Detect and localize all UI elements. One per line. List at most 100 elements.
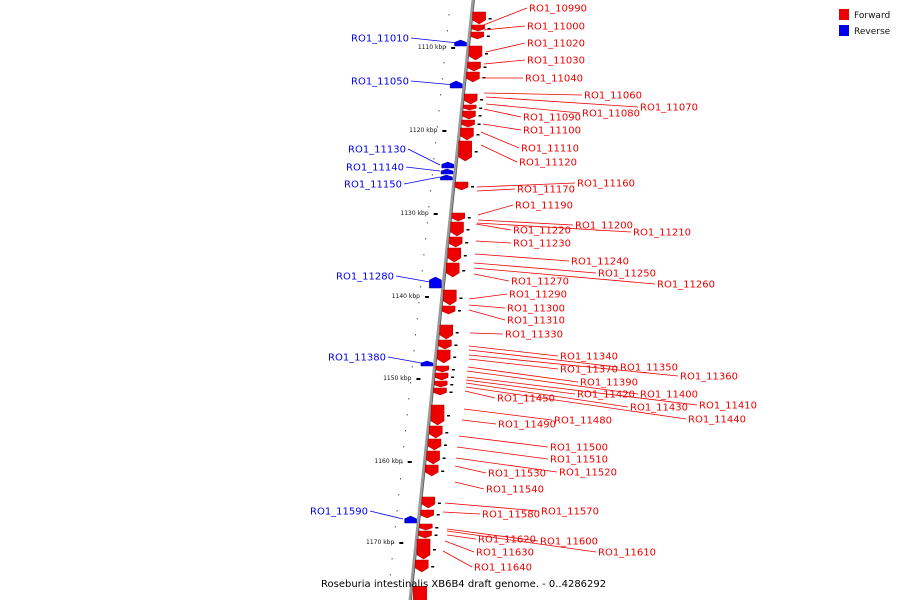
forward-gene bbox=[419, 523, 433, 531]
position-dot bbox=[406, 414, 408, 416]
gene-label: RO1_11420 bbox=[577, 390, 635, 401]
gene-marker bbox=[434, 534, 438, 536]
forward-gene bbox=[450, 221, 464, 237]
position-dot bbox=[445, 46, 447, 48]
gene-label: RO1_11030 bbox=[527, 56, 585, 67]
reverse-gene bbox=[404, 515, 417, 524]
position-dot bbox=[415, 334, 416, 336]
tick-mark bbox=[433, 213, 438, 215]
gene-label: RO1_11600 bbox=[540, 537, 598, 548]
axis-line bbox=[408, 0, 475, 600]
gene-label: RO1_11360 bbox=[680, 372, 738, 383]
legend-reverse-label: Reverse bbox=[854, 27, 891, 37]
forward-gene bbox=[470, 31, 485, 40]
gene-marker bbox=[449, 391, 453, 393]
position-dot bbox=[435, 142, 437, 144]
label-leader bbox=[442, 511, 481, 515]
forward-gene bbox=[451, 212, 466, 222]
forward-gene bbox=[443, 289, 457, 306]
gene-marker bbox=[433, 549, 436, 551]
tick-mark bbox=[425, 296, 429, 298]
label-leader bbox=[476, 182, 576, 188]
label-leader bbox=[483, 25, 526, 31]
gene-marker bbox=[437, 502, 441, 504]
label-leader bbox=[461, 419, 497, 425]
gene-marker bbox=[471, 186, 474, 188]
label-leader bbox=[463, 408, 553, 421]
gene-marker bbox=[488, 18, 492, 20]
gene-marker bbox=[487, 28, 491, 30]
label-leader bbox=[468, 349, 619, 368]
position-dot bbox=[446, 30, 448, 32]
gene-label: RO1_11220 bbox=[513, 226, 571, 237]
label-leader bbox=[466, 370, 639, 395]
legend: Forward Reverse bbox=[839, 9, 891, 37]
gene-label: RO1_10990 bbox=[529, 4, 587, 15]
forward-gene bbox=[460, 127, 474, 141]
gene-label: RO1_11640 bbox=[474, 563, 532, 574]
gene-label: RO1_11050 bbox=[351, 77, 409, 88]
scale-ticks: 1110 kbp 1120 kbp 1130 kbp 1140 kbp 1150 kbp… bbox=[366, 44, 456, 546]
forward-gene bbox=[468, 45, 483, 61]
position-dot bbox=[413, 350, 415, 352]
gene-labels: RO1_11010 RO1_11050 RO1_11130 RO1_11140 RO1_… bbox=[310, 4, 757, 574]
position-dot bbox=[401, 462, 403, 464]
label-leader bbox=[474, 253, 570, 262]
gene-label: RO1_11080 bbox=[582, 109, 640, 120]
gene-marker bbox=[479, 107, 483, 109]
label-leader bbox=[477, 219, 574, 226]
gene-marker bbox=[466, 229, 470, 231]
genes bbox=[404, 11, 492, 600]
gene-marker bbox=[486, 35, 490, 37]
gene-label: RO1_11310 bbox=[507, 316, 565, 327]
gene-label: RO1_11160 bbox=[577, 179, 635, 190]
forward-gene bbox=[433, 387, 447, 396]
position-dot bbox=[416, 318, 418, 320]
tick-mark bbox=[399, 542, 404, 544]
label-leader bbox=[485, 42, 526, 53]
gene-label: RO1_11100 bbox=[523, 126, 581, 137]
legend-forward-label: Forward bbox=[854, 11, 890, 21]
gene-label: RO1_11260 bbox=[657, 280, 715, 291]
figure-caption: Roseburia intestinalis XB6B4 draft genom… bbox=[321, 579, 606, 590]
forward-gene bbox=[461, 119, 475, 128]
position-dot bbox=[440, 94, 442, 96]
label-leader bbox=[468, 309, 506, 321]
tick-label: 1160 kbp bbox=[374, 458, 402, 465]
position-dot bbox=[423, 254, 425, 256]
gene-marker bbox=[474, 151, 478, 153]
forward-gene bbox=[427, 438, 442, 451]
forward-gene bbox=[434, 380, 448, 388]
gene-label: RO1_11170 bbox=[517, 185, 575, 196]
gene-label: RO1_11330 bbox=[505, 330, 563, 341]
gene-label: RO1_11570 bbox=[541, 507, 599, 518]
label-leader bbox=[387, 356, 428, 365]
position-dot bbox=[396, 510, 398, 512]
gene-label: RO1_11630 bbox=[476, 548, 534, 559]
gene-marker bbox=[465, 242, 469, 244]
tick-mark bbox=[451, 47, 456, 49]
position-dot bbox=[443, 62, 445, 64]
tick-label: 1110 kbp bbox=[418, 44, 446, 51]
label-leader bbox=[456, 446, 549, 460]
gene-label: RO1_11250 bbox=[598, 269, 656, 280]
label-leader bbox=[473, 273, 510, 282]
forward-gene bbox=[434, 372, 449, 381]
label-leader bbox=[464, 390, 496, 399]
gene-label: RO1_11510 bbox=[550, 455, 608, 466]
label-leader bbox=[468, 345, 559, 357]
label-leader bbox=[465, 382, 629, 408]
gene-label: RO1_11440 bbox=[688, 415, 746, 426]
reverse-gene bbox=[440, 168, 454, 175]
label-leader bbox=[480, 7, 528, 27]
legend-reverse-swatch bbox=[839, 25, 849, 36]
forward-gene bbox=[435, 365, 450, 373]
label-leader bbox=[369, 510, 404, 520]
forward-gene bbox=[471, 24, 485, 32]
gene-label: RO1_11190 bbox=[515, 201, 573, 212]
gene-label: RO1_11070 bbox=[640, 103, 698, 114]
label-leader bbox=[475, 240, 512, 244]
position-dot bbox=[394, 526, 396, 528]
forward-gene bbox=[414, 559, 429, 573]
